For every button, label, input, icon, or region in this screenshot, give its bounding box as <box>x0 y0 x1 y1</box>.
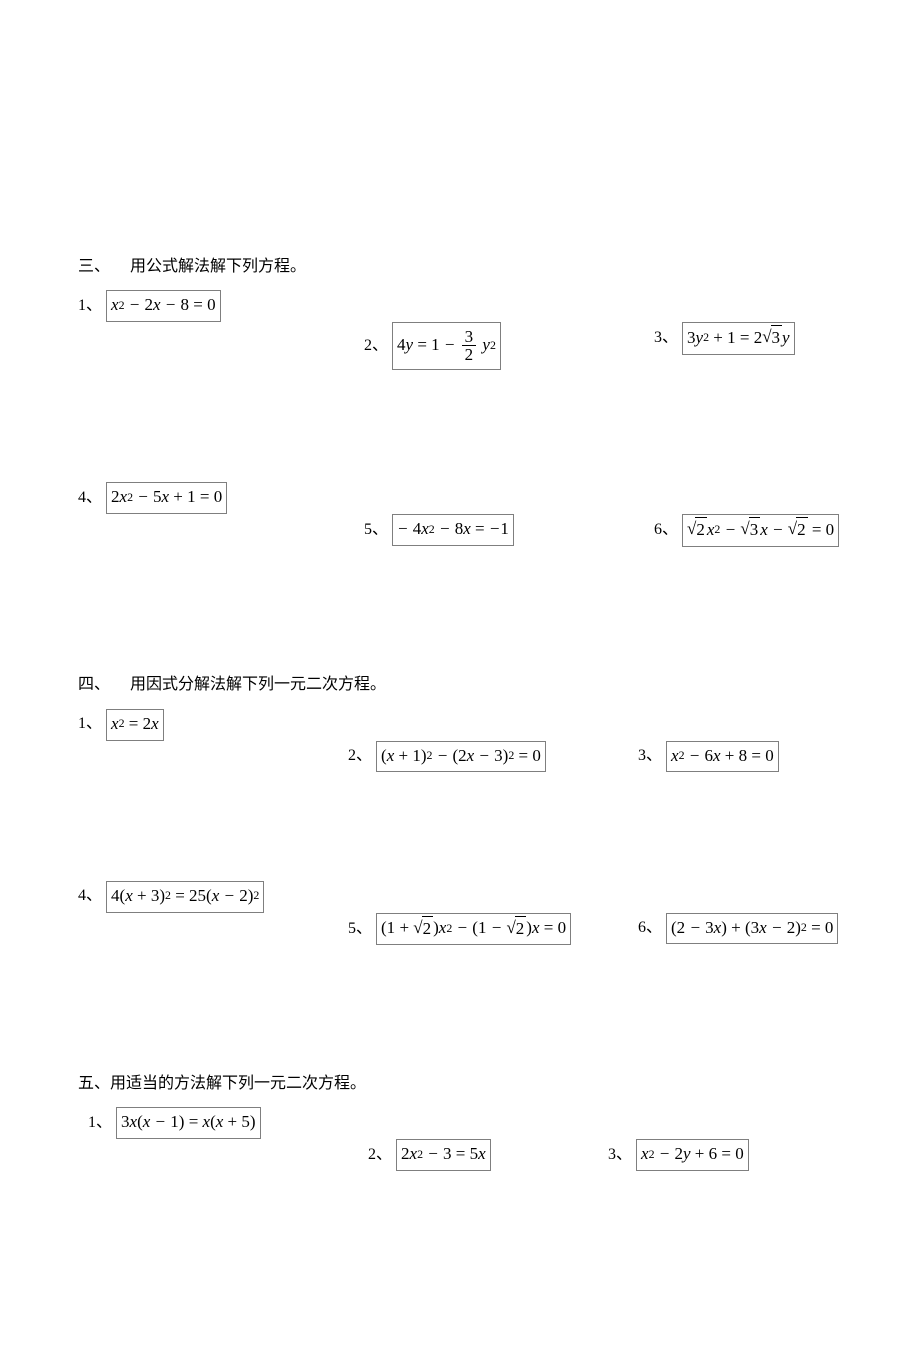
section-3-heading: 三、 用公式解法解下列方程。 <box>78 256 842 278</box>
item-index: 5、 <box>348 918 372 940</box>
equation-box: 4y = 1 − 32 y2 <box>392 322 501 370</box>
equation-box: √2x2 − √3x − √2 = 0 <box>682 514 839 547</box>
s5-r1-i1: 1、 3x(x − 1) = x(x + 5) <box>88 1107 842 1139</box>
equation-box: − 4x2 − 8x = −1 <box>392 514 514 546</box>
s4-r2-i2: 5、 (1 + √2)x2 − (1 − √2)x = 0 <box>348 913 571 946</box>
equation-box: 3x(x − 1) = x(x + 5) <box>116 1107 261 1139</box>
item-index: 5、 <box>364 519 388 541</box>
s3-r1-i2: 2、 4y = 1 − 32 y2 <box>364 322 501 370</box>
s4-r1-i2: 2、 (x + 1)2 − (2x − 3)2 = 0 <box>348 741 546 773</box>
s4-row2: 4、 4(x + 3)2 = 25(x − 2)2 5、 (1 + √2)x2 … <box>78 881 842 933</box>
item-index: 3、 <box>638 745 662 767</box>
s3-r2-i2: 5、 − 4x2 − 8x = −1 <box>364 514 514 546</box>
section-3-num: 三、 <box>78 256 126 278</box>
s4-r2-i3: 6、 (2 − 3x) + (3x − 2)2 = 0 <box>638 913 838 945</box>
item-index: 1、 <box>88 1112 112 1134</box>
equation-box: x2 − 2y + 6 = 0 <box>636 1139 749 1171</box>
item-index: 3、 <box>654 327 678 349</box>
item-index: 1、 <box>78 713 102 735</box>
item-index: 6、 <box>654 519 678 541</box>
section-5-heading: 五、用适当的方法解下列一元二次方程。 <box>78 1073 842 1095</box>
s4-r1-i1: 1、 x2 = 2x <box>78 709 842 741</box>
section-4-heading: 四、 用因式分解法解下列一元二次方程。 <box>78 674 842 696</box>
s5-r1-i3: 3、 x2 − 2y + 6 = 0 <box>608 1139 749 1171</box>
item-index: 2、 <box>364 335 388 357</box>
s5-row1: 1、 3x(x − 1) = x(x + 5) 2、 2x2 − 3 = 5x … <box>88 1107 842 1159</box>
s4-r1-i3: 3、 x2 − 6x + 8 = 0 <box>638 741 779 773</box>
section-5-num: 五、 <box>78 1075 110 1092</box>
s3-row2: 4、 2x2 − 5x + 1 = 0 5、 − 4x2 − 8x = −1 6… <box>78 482 842 534</box>
item-index: 6、 <box>638 917 662 939</box>
s5-r1-i2: 2、 2x2 − 3 = 5x <box>368 1139 491 1171</box>
section-3-title: 用公式解法解下列方程。 <box>130 258 306 275</box>
s4-r2-i1: 4、 4(x + 3)2 = 25(x − 2)2 <box>78 881 842 913</box>
equation-box: x2 − 2x − 8 = 0 <box>106 290 221 322</box>
equation-box: (x + 1)2 − (2x − 3)2 = 0 <box>376 741 546 773</box>
section-4-title: 用因式分解法解下列一元二次方程。 <box>130 676 386 693</box>
item-index: 4、 <box>78 885 102 907</box>
equation-box: 4(x + 3)2 = 25(x − 2)2 <box>106 881 264 913</box>
equation-box: 2x2 − 5x + 1 = 0 <box>106 482 227 514</box>
s4-row1: 1、 x2 = 2x 2、 (x + 1)2 − (2x − 3)2 = 0 3… <box>78 709 842 761</box>
worksheet-page: 三、 用公式解法解下列方程。 1、 x2 − 2x − 8 = 0 2、 4y … <box>0 0 920 1359</box>
item-index: 1、 <box>78 295 102 317</box>
item-index: 3、 <box>608 1144 632 1166</box>
s3-r1-i1: 1、 x2 − 2x − 8 = 0 <box>78 290 842 322</box>
s3-r2-i3: 6、 √2x2 − √3x − √2 = 0 <box>654 514 839 547</box>
equation-box: 3y2 + 1 = 2√3y <box>682 322 795 355</box>
s3-r2-i1: 4、 2x2 − 5x + 1 = 0 <box>78 482 842 514</box>
equation-box: (1 + √2)x2 − (1 − √2)x = 0 <box>376 913 571 946</box>
equation-box: x2 = 2x <box>106 709 164 741</box>
item-index: 2、 <box>348 745 372 767</box>
s3-row1: 1、 x2 − 2x − 8 = 0 2、 4y = 1 − 32 y2 3、 … <box>78 290 842 342</box>
section-5-title: 用适当的方法解下列一元二次方程。 <box>110 1075 366 1092</box>
section-4-num: 四、 <box>78 674 126 696</box>
item-index: 2、 <box>368 1144 392 1166</box>
s3-r1-i3: 3、 3y2 + 1 = 2√3y <box>654 322 795 355</box>
equation-box: 2x2 − 3 = 5x <box>396 1139 491 1171</box>
equation-box: x2 − 6x + 8 = 0 <box>666 741 779 773</box>
item-index: 4、 <box>78 487 102 509</box>
equation-box: (2 − 3x) + (3x − 2)2 = 0 <box>666 913 838 945</box>
